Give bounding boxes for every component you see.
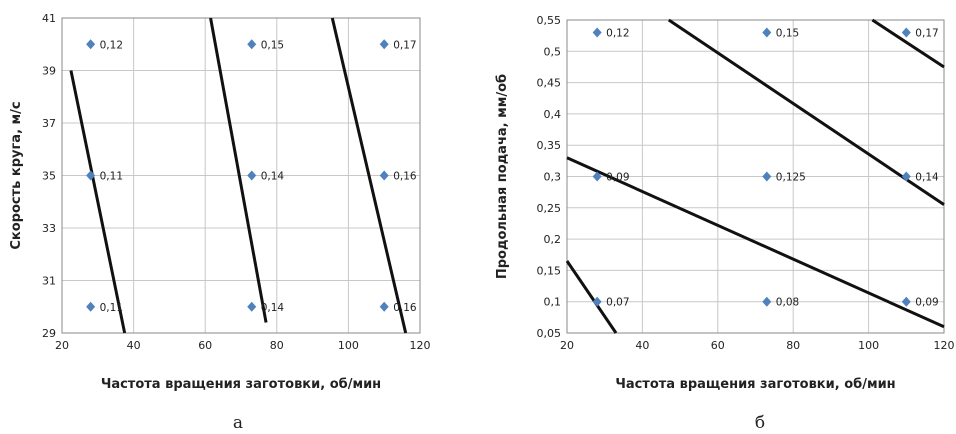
y-tick-label: 0,15 — [537, 264, 562, 277]
y-axis-title: Скорость круга, м/с — [9, 101, 24, 249]
trend-line — [330, 17, 408, 334]
data-label: 0,17 — [393, 39, 416, 51]
x-tick-label: 120 — [410, 339, 431, 352]
data-label: 0,11 — [100, 171, 123, 183]
data-label: 0,14 — [261, 171, 285, 183]
data-point-marker — [901, 171, 911, 182]
y-tick-label: 0,05 — [537, 327, 562, 340]
data-label: 0,12 — [606, 28, 629, 40]
data-point-marker — [592, 27, 602, 38]
x-axis-title: Частота вращения заготовки, об/мин — [101, 377, 381, 392]
plot-frame — [61, 17, 421, 334]
data-label: 0,16 — [393, 302, 417, 314]
data-label: 0,17 — [915, 28, 938, 40]
data-point-marker — [762, 27, 772, 38]
y-tick-label: 39 — [42, 65, 56, 78]
x-tick-label: 60 — [711, 339, 725, 352]
x-tick-label: 80 — [270, 339, 284, 352]
x-axis-title: Частота вращения заготовки, об/мин — [615, 377, 895, 392]
y-tick-label: 0,25 — [537, 202, 562, 215]
y-tick-label: 35 — [42, 170, 56, 183]
data-point-marker — [762, 171, 772, 182]
chart-b: 20 40 60 80 100 120 0,05 0,1 0,15 0,2 0,25 0,3 0,35 0… — [495, 14, 955, 433]
y-tick-label: 0,5 — [544, 45, 562, 58]
data-point-marker — [247, 170, 257, 181]
trend-line — [209, 17, 268, 323]
data-label: 0,07 — [606, 297, 629, 309]
data-point-marker — [247, 301, 257, 312]
plot-frame — [566, 19, 945, 334]
x-tick-label: 40 — [127, 339, 141, 352]
y-tick-label: 33 — [42, 222, 56, 235]
y-tick-label: 0,1 — [544, 296, 562, 309]
y-tick-label: 0,45 — [537, 77, 562, 90]
data-point-marker — [379, 39, 389, 50]
data-point-marker — [901, 27, 911, 38]
x-tick-label: 100 — [858, 339, 879, 352]
panel-caption: а — [233, 413, 243, 433]
data-label: 0,16 — [393, 171, 417, 183]
data-label: 0,12 — [100, 39, 123, 51]
y-tick-label: 31 — [42, 275, 56, 288]
data-label: 0,09 — [606, 172, 629, 184]
y-tick-label: 41 — [42, 12, 56, 25]
y-tick-label: 0,55 — [537, 14, 562, 27]
data-label: 0,14 — [261, 302, 285, 314]
data-label: 0,125 — [776, 172, 806, 184]
data-label: 0,15 — [776, 28, 799, 40]
data-point-marker — [86, 39, 96, 50]
trend-line — [565, 260, 618, 334]
data-point-marker — [247, 39, 257, 50]
y-axis-title: Продольная подача, мм/об — [495, 74, 510, 279]
trend-line — [566, 156, 945, 329]
data-label: 0,14 — [915, 172, 939, 184]
data-point-marker — [592, 296, 602, 307]
x-tick-label: 120 — [934, 339, 955, 352]
data-point-marker — [86, 301, 96, 312]
trend-line — [69, 70, 127, 334]
x-tick-label: 40 — [635, 339, 649, 352]
panel-caption: б — [755, 413, 765, 433]
data-point-marker — [592, 171, 602, 182]
x-tick-label: 60 — [198, 339, 212, 352]
y-tick-label: 0,2 — [544, 233, 562, 246]
data-point-marker — [379, 170, 389, 181]
x-tick-label: 20 — [560, 339, 574, 352]
data-point-marker — [762, 296, 772, 307]
data-point-marker — [86, 170, 96, 181]
data-label: 0,15 — [261, 39, 284, 51]
trend-line — [871, 18, 945, 69]
y-tick-label: 0,3 — [544, 171, 562, 184]
trend-line — [667, 18, 945, 206]
y-tick-label: 37 — [42, 117, 56, 130]
y-tick-label: 0,4 — [544, 108, 562, 121]
data-label: 0,11 — [100, 302, 123, 314]
data-label: 0,09 — [915, 297, 938, 309]
chart-a: 20 40 60 80 100 120 29 31 33 35 37 39 41 0,12 0,15 0,17… — [9, 12, 431, 433]
data-point-marker — [379, 301, 389, 312]
y-tick-label: 29 — [42, 327, 56, 340]
x-tick-label: 20 — [55, 339, 69, 352]
x-tick-label: 80 — [786, 339, 800, 352]
x-tick-label: 100 — [338, 339, 359, 352]
data-point-marker — [901, 296, 911, 307]
data-label: 0,08 — [776, 297, 799, 309]
y-tick-label: 0,35 — [537, 139, 562, 152]
